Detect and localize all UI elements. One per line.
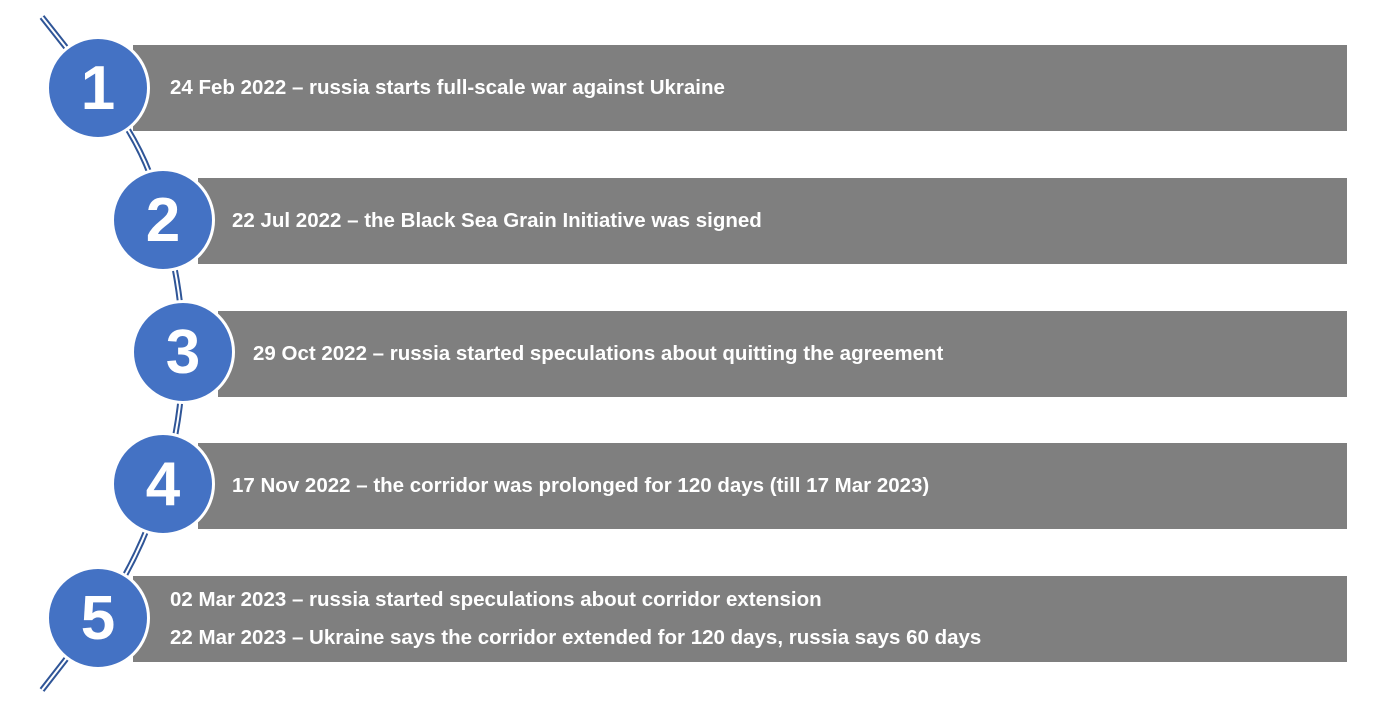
event-text: 02 Mar 2023 – russia started speculation… [170,588,822,611]
step-number-5: 5 [46,566,150,670]
event-bar-2: 22 Jul 2022 – the Black Sea Grain Initia… [198,178,1347,264]
event-bar-5: 02 Mar 2023 – russia started speculation… [133,576,1347,662]
step-number-3: 3 [131,300,235,404]
step-number-1: 1 [46,36,150,140]
event-text: 24 Feb 2022 – russia starts full-scale w… [170,76,725,99]
event-text: 22 Mar 2023 – Ukraine says the corridor … [170,626,982,649]
event-text: 17 Nov 2022 – the corridor was prolonged… [232,474,930,497]
event-bar-1: 24 Feb 2022 – russia starts full-scale w… [133,45,1347,131]
step-number-4: 4 [111,432,215,536]
event-bar-3: 29 Oct 2022 – russia started speculation… [218,311,1347,397]
event-text: 29 Oct 2022 – russia started speculation… [253,342,944,365]
event-text: 22 Jul 2022 – the Black Sea Grain Initia… [232,209,762,232]
step-number-2: 2 [111,168,215,272]
event-bar-4: 17 Nov 2022 – the corridor was prolonged… [198,443,1347,529]
